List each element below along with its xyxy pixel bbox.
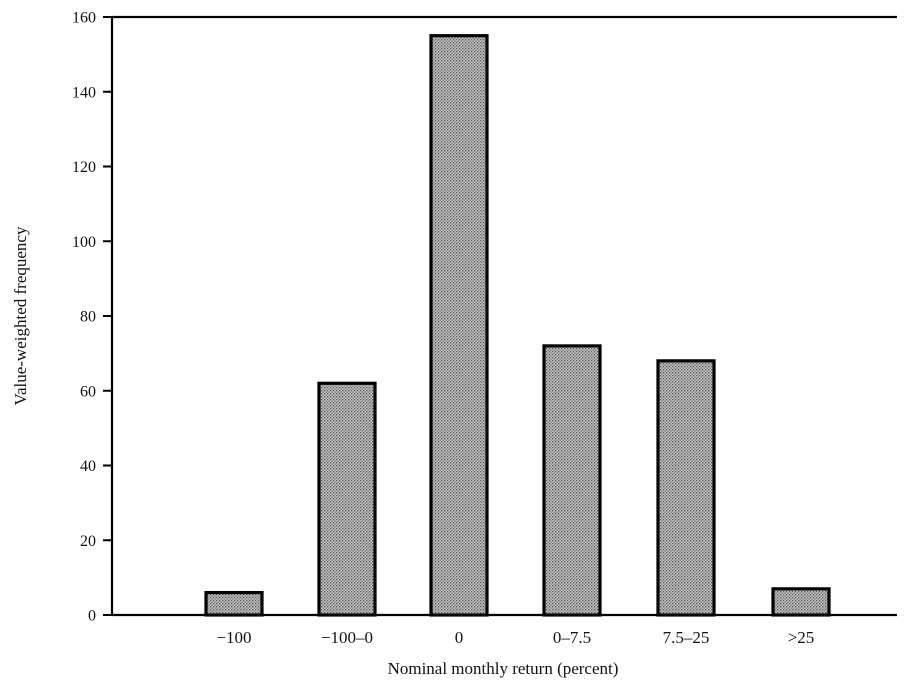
bar <box>317 381 377 617</box>
bar <box>656 359 716 617</box>
bar <box>771 587 831 617</box>
bar <box>204 590 264 617</box>
y-tick-label: 80 <box>80 309 96 326</box>
y-tick-label: 120 <box>72 159 96 176</box>
x-tick-label: >25 <box>788 628 815 647</box>
y-ticks: 0 20 40 60 80 100 120 140 160 <box>72 10 112 625</box>
bar <box>542 344 602 617</box>
bar <box>429 34 489 617</box>
y-tick-label: 140 <box>72 84 96 101</box>
x-tick-labels: −100 −100–0 0 0–7.5 7.5–25 >25 <box>216 628 814 647</box>
y-tick-label: 100 <box>72 234 96 251</box>
x-tick-label: 0 <box>455 628 464 647</box>
y-axis-label: Value-weighted frequency <box>11 226 30 405</box>
x-axis-label: Nominal monthly return (percent) <box>388 659 619 678</box>
y-tick-label: 0 <box>88 608 96 625</box>
x-tick-label: −100–0 <box>321 628 373 647</box>
y-tick-label: 60 <box>80 383 96 400</box>
x-tick-label: 7.5–25 <box>663 628 710 647</box>
bars <box>204 34 831 617</box>
y-tick-label: 160 <box>72 10 96 27</box>
x-tick-label: −100 <box>216 628 251 647</box>
x-tick-label: 0–7.5 <box>553 628 591 647</box>
axes <box>110 15 897 617</box>
y-tick-label: 40 <box>80 458 96 475</box>
y-tick-label: 20 <box>80 533 96 550</box>
